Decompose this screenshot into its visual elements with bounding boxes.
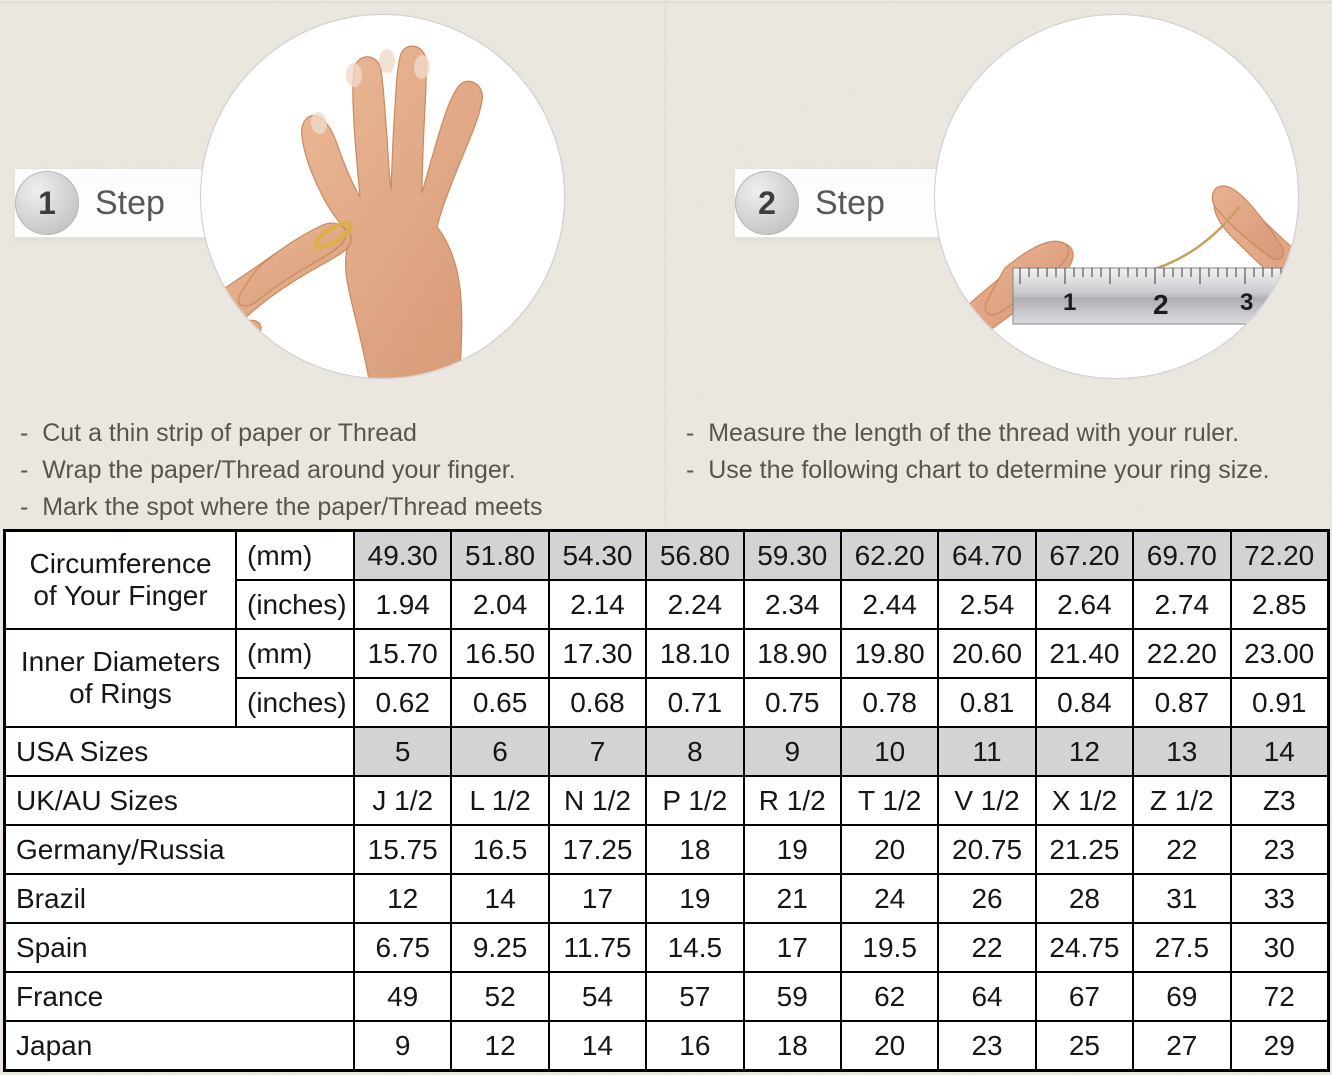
svg-text:2: 2 [1153, 289, 1169, 320]
svg-text:1: 1 [1063, 289, 1076, 316]
svg-text:3: 3 [1240, 289, 1253, 316]
